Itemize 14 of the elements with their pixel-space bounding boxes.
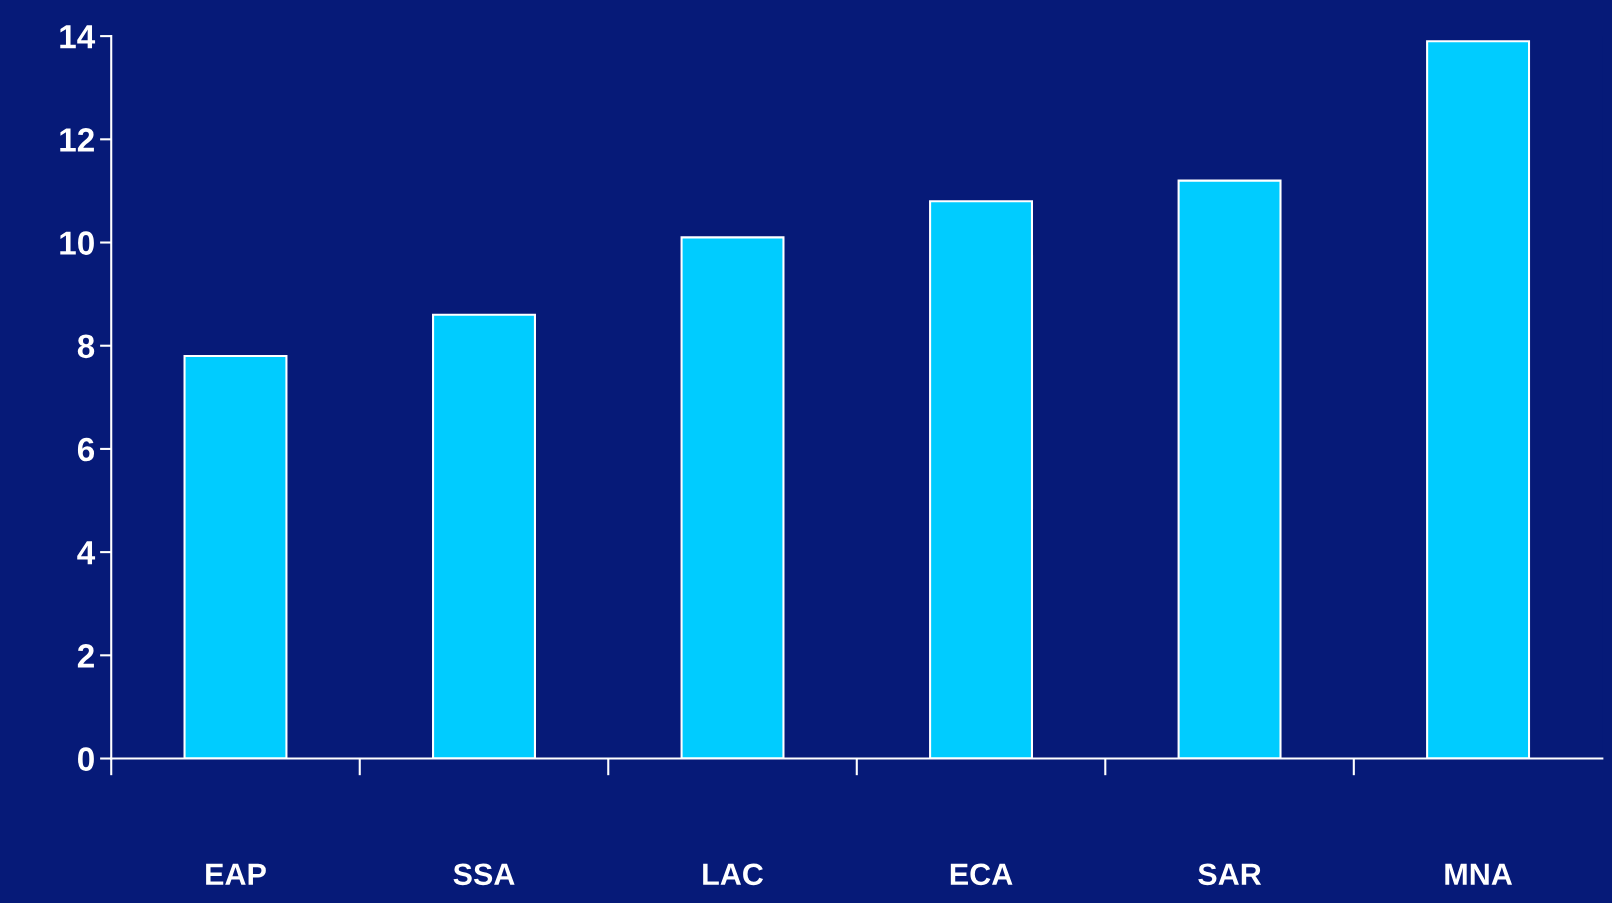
y-tick-label: 12 [60,128,94,152]
y-tick-label: 4 [77,541,96,565]
x-tick-label: SSA [453,863,515,886]
x-tick-label: LAC [703,863,764,886]
y-tick-label: 10 [60,231,94,255]
y-tick-label: 8 [77,334,95,359]
x-tick-label: MNA [1445,863,1513,885]
x-tick-label: SAR [1198,863,1262,886]
y-tick-label: 0 [78,747,94,771]
y-tick-label: 2 [77,644,94,668]
y-tick-label: 14 [60,25,96,49]
x-tick-label: ECA [950,863,1013,886]
y-tick-label: 6 [77,437,95,462]
x-tick-label: EAP [206,863,266,885]
